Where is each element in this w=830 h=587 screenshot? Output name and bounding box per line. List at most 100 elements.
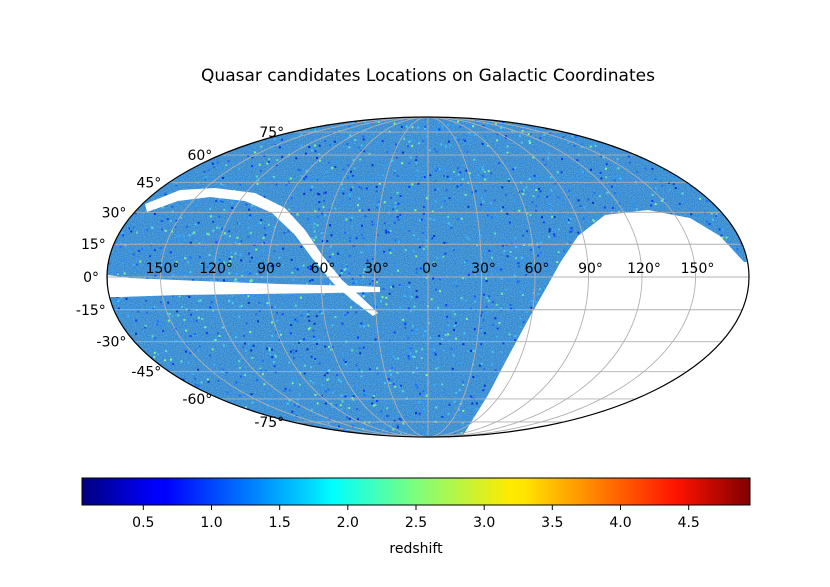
scatter-point [544,362,547,365]
scatter-point [680,439,682,441]
scatter-point [198,339,201,342]
scatter-point [129,350,132,353]
scatter-point [332,391,335,394]
scatter-point [176,125,179,128]
scatter-point [467,181,470,184]
scatter-point [328,117,331,120]
scatter-point [526,264,529,266]
scatter-point [692,382,695,385]
scatter-point [738,169,741,172]
scatter-point [213,314,216,317]
scatter-point [146,277,149,280]
scatter-point [156,409,159,412]
scatter-point [134,395,137,398]
scatter-point [458,408,461,411]
scatter-point [608,339,611,341]
scatter-point [249,195,252,198]
scatter-point [732,353,735,356]
scatter-point [587,198,590,201]
scatter-point [107,427,109,430]
scatter-point [563,392,566,395]
scatter-point [476,302,479,305]
scatter-point [198,415,201,418]
grid-meridian [427,116,643,438]
scatter-point [749,379,751,381]
scatter-point [593,191,596,194]
scatter-point [318,201,321,204]
scatter-point [429,336,432,339]
scatter-point [110,141,113,144]
scatter-point [717,159,719,162]
scatter-point [107,242,109,245]
scatter-point [390,350,393,353]
scatter-point [225,164,228,167]
scatter-point [174,226,177,228]
scatter-point [556,343,559,346]
scatter-point [300,175,303,177]
scatter-point [112,117,115,118]
scatter-point [408,185,411,188]
scatter-point [415,161,418,164]
scatter-point [509,250,512,253]
scatter-point [389,205,392,208]
scatter-point [365,292,368,295]
scatter-point [165,350,167,353]
scatter-point [173,117,176,118]
scatter-point [672,148,674,151]
scatter-point [340,269,343,272]
scatter-point [560,341,563,344]
scatter-point [617,210,620,213]
scatter-point [702,379,705,382]
scatter-point [180,287,183,290]
scatter-point [708,422,711,425]
scatter-point [324,214,327,217]
scatter-point [628,241,631,244]
scatter-point [376,206,379,209]
scatter-point [631,367,634,370]
scatter-point [488,403,491,406]
scatter-point [737,125,740,128]
scatter-point [257,294,259,297]
scatter-point [549,131,552,134]
scatter-point [395,209,398,212]
scatter-point [614,226,617,229]
scatter-point [251,256,253,259]
scatter-point [409,199,412,202]
scatter-point [201,198,204,201]
scatter-point [295,425,298,428]
scatter-point [513,199,516,202]
scatter-point [299,371,302,374]
scatter-point [557,196,560,199]
scatter-point [698,432,701,435]
scatter-point [114,408,117,411]
scatter-point [710,371,713,374]
scatter-point [318,193,321,196]
scatter-point [614,192,616,195]
scatter-point [411,329,414,332]
scatter-point [660,132,663,135]
scatter-point [606,260,609,263]
scatter-point [550,338,553,340]
scatter-point [399,213,402,216]
scatter-point [577,122,580,125]
scatter-point [619,282,621,285]
scatter-point [706,158,709,160]
scatter-point [628,429,631,432]
scatter-point [662,221,665,224]
scatter-point [204,178,207,181]
scatter-point [225,233,228,236]
scatter-point [739,170,742,173]
scatter-point [624,436,626,437]
scatter-point [408,230,411,232]
scatter-point [312,335,315,338]
scatter-point [281,283,284,286]
scatter-point [123,283,126,286]
scatter-point [569,218,572,221]
scatter-point [641,409,643,412]
scatter-point [745,150,747,153]
scatter-point [255,248,258,251]
scatter-point [618,349,621,352]
scatter-point [263,242,265,245]
scatter-point [715,215,717,218]
scatter-point [173,192,176,195]
